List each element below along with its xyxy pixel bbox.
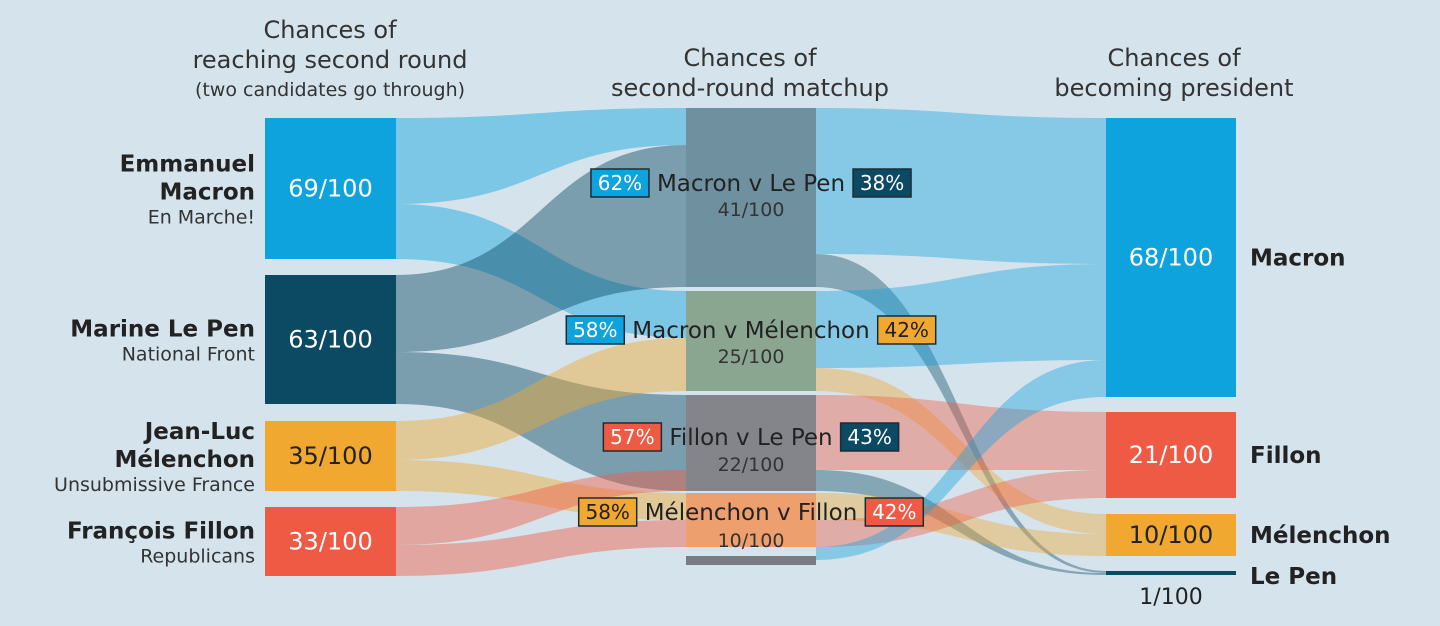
pct-badge-me_f-left [577, 497, 638, 527]
matchup-title-f_lp: Fillon v Le Pen [669, 425, 832, 451]
node-layer: 69/100 63/100 35/100 33/100 68/100 21/100 10/1… [265, 108, 1236, 576]
candidate-value-melenchon: 35/100 [288, 442, 372, 470]
candidate-value-macron: 69/100 [288, 175, 372, 203]
flow-right-me_f-macron-8 [816, 360, 1106, 560]
candidate-party-melenchon: Unsubmissive France [54, 474, 255, 496]
outcome-label-macron: Macron [1250, 246, 1346, 272]
pct-badge-m_me-left [565, 315, 626, 345]
pct-text-m_me-left: 58% [573, 318, 617, 342]
outcome-value-fillon: 21/100 [1129, 441, 1213, 469]
matchup-node-m_lp [686, 108, 816, 287]
candidate-name-melenchon-1: Mélenchon [114, 447, 255, 473]
pct-text-me_f-right: 42% [872, 500, 916, 524]
flow-right-m_lp-macron-0 [816, 108, 1106, 264]
pct-badge-m_me-right [876, 315, 937, 345]
pct-text-m_lp-right: 38% [860, 171, 904, 195]
outcome-node-macron [1106, 118, 1236, 397]
flow-right-me_f-fillon-7 [816, 470, 1106, 547]
header-col2-line2: second-round matchup [611, 74, 889, 102]
candidate-party-lepen: National Front [122, 344, 255, 366]
candidate-name-macron-1: Macron [159, 180, 255, 206]
candidate-node-macron [265, 118, 396, 259]
flow-left-fillon-f_lp-7 [396, 470, 686, 545]
flow-right-m_me-melenchon-3 [816, 368, 1106, 534]
header-col2-line1: Chances of [683, 44, 817, 72]
matchup-value-f_lp: 22/100 [718, 454, 785, 476]
header-col1-line1: Chances of [263, 16, 397, 44]
matchup-node-me_f [686, 493, 816, 547]
outcome-value-lepen: 1/100 [1139, 585, 1202, 610]
candidate-name-lepen-0: Marine Le Pen [70, 317, 255, 343]
pct-badge-f_lp-left [602, 422, 663, 452]
matchup-node-remainder [686, 556, 816, 565]
outcome-node-melenchon [1106, 514, 1236, 556]
flow-left-melenchon-m_me-5 [396, 338, 686, 460]
flow-right-f_lp-lepen-5 [816, 470, 1106, 575]
outcome-label-melenchon: Mélenchon [1250, 523, 1391, 549]
header-col1-sub: (two candidates go through) [195, 79, 465, 101]
flow-left-macron-m_me-1 [396, 204, 686, 319]
matchup-node-m_me [686, 291, 816, 391]
pct-text-me_f-left: 58% [585, 500, 629, 524]
flow-left-macron-m_me-2 [396, 234, 686, 338]
pct-badge-me_f-right [864, 497, 925, 527]
flow-right-m_lp-lepen-1 [816, 254, 1106, 573]
matchup-value-m_me: 25/100 [718, 346, 785, 368]
outcome-node-fillon [1106, 412, 1236, 498]
matchup-title-m_lp: Macron v Le Pen [657, 171, 845, 197]
outcome-value-macron: 68/100 [1129, 244, 1213, 272]
header-col1-line2: reaching second round [193, 46, 468, 74]
pct-badge-f_lp-right [839, 422, 900, 452]
flow-left-lepen-f_lp-4 [396, 352, 686, 491]
candidate-party-macron: En Marche! [148, 207, 255, 229]
outcome-node-lepen [1106, 571, 1236, 575]
matchup-node-f_lp [686, 395, 816, 491]
candidate-name-macron-0: Emmanuel [120, 152, 255, 178]
candidate-party-fillon: Republicans [140, 546, 255, 568]
flow-left-fillon-me_f-8 [396, 520, 686, 576]
candidate-node-fillon [265, 507, 396, 576]
pct-text-f_lp-left: 57% [610, 425, 654, 449]
flow-left-macron-m_lp-0 [396, 108, 686, 204]
matchup-title-me_f: Mélenchon v Fillon [645, 500, 858, 526]
candidate-value-lepen: 63/100 [288, 326, 372, 354]
candidate-name-melenchon-0: Jean-Luc [143, 419, 255, 445]
matchup-value-me_f: 10/100 [718, 530, 785, 552]
outcome-value-melenchon: 10/100 [1129, 521, 1213, 549]
candidate-node-melenchon [265, 421, 396, 491]
header-col3-line2: becoming president [1054, 74, 1293, 102]
outcome-label-lepen: Le Pen [1250, 564, 1337, 590]
pct-text-m_me-right: 42% [884, 318, 928, 342]
matchup-title-m_me: Macron v Mélenchon [632, 318, 869, 344]
header-col3-line1: Chances of [1107, 44, 1241, 72]
outcome-label-fillon: Fillon [1250, 443, 1322, 469]
pct-text-m_lp-left: 62% [598, 171, 642, 195]
pct-badge-m_lp-left [590, 168, 650, 198]
candidate-name-fillon-0: François Fillon [67, 519, 255, 545]
candidate-node-lepen [265, 275, 396, 404]
matchup-value-m_lp: 41/100 [718, 199, 785, 221]
candidate-value-fillon: 33/100 [288, 528, 372, 556]
pct-badge-m_lp-right [852, 168, 912, 198]
pct-text-f_lp-right: 43% [847, 425, 891, 449]
